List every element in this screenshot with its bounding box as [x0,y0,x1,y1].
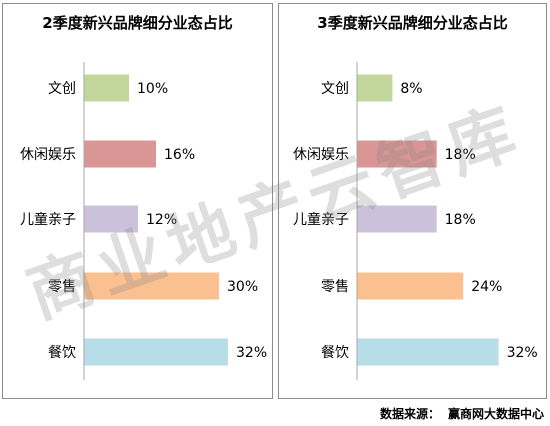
chart-title: 3季度新兴品牌细分业态占比 [317,14,507,32]
data-label: 18% [445,212,476,228]
bar [357,272,464,300]
data-label: 8% [400,81,422,97]
category-label: 休闲娱乐 [20,147,76,163]
category-label: 零售 [48,279,76,295]
category-label: 文创 [48,81,76,97]
panel-border [278,3,547,399]
source-note: 数据来源： 赢商网大数据中心 [380,406,544,421]
bar [357,338,499,366]
category-label: 文创 [321,81,349,97]
category-label: 餐饮 [321,345,349,361]
category-label: 儿童亲子 [20,211,76,228]
panel-border [2,3,273,399]
source-label: 数据来源： [380,406,440,421]
category-label: 餐饮 [48,345,76,361]
category-label: 休闲娱乐 [293,147,349,163]
category-label: 零售 [321,279,349,295]
bar [84,205,138,233]
bar [357,140,437,168]
data-label: 16% [164,147,195,163]
bar [84,338,228,366]
bar [84,74,129,102]
bar [357,74,393,102]
chart-title: 2季度新兴品牌细分业态占比 [42,14,232,32]
data-label: 18% [445,147,476,163]
source-value: 赢商网大数据中心 [448,406,544,421]
data-label: 24% [471,279,502,295]
bar [84,140,156,168]
data-label: 10% [137,81,168,97]
bar [84,272,219,300]
data-label: 30% [227,279,258,295]
data-label: 12% [146,212,177,228]
bar [357,205,437,233]
category-label: 儿童亲子 [293,211,349,228]
data-label: 32% [507,345,538,361]
data-label: 32% [236,345,267,361]
